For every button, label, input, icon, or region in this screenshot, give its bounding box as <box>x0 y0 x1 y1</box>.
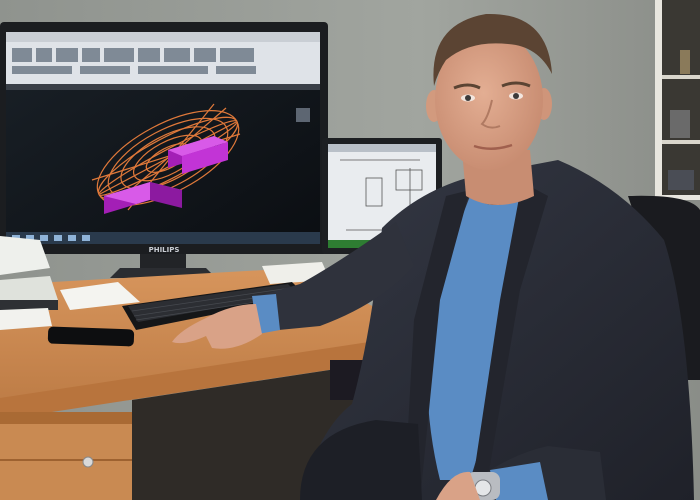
person <box>172 13 694 500</box>
smartphone-icon <box>47 326 135 347</box>
wireframe-model <box>91 103 241 211</box>
shirt <box>426 196 520 480</box>
face <box>435 30 543 170</box>
jacket-sleeve <box>252 222 414 332</box>
drawer-knob <box>82 456 94 468</box>
bookshelf <box>655 0 700 200</box>
magenta-blocks <box>104 136 228 214</box>
hand <box>172 304 262 349</box>
trousers <box>300 420 422 500</box>
monitor-icon: PHILIPS <box>0 22 328 278</box>
paper-stack <box>0 236 330 330</box>
hair <box>433 13 552 86</box>
monitor-brand: PHILIPS <box>149 246 180 254</box>
